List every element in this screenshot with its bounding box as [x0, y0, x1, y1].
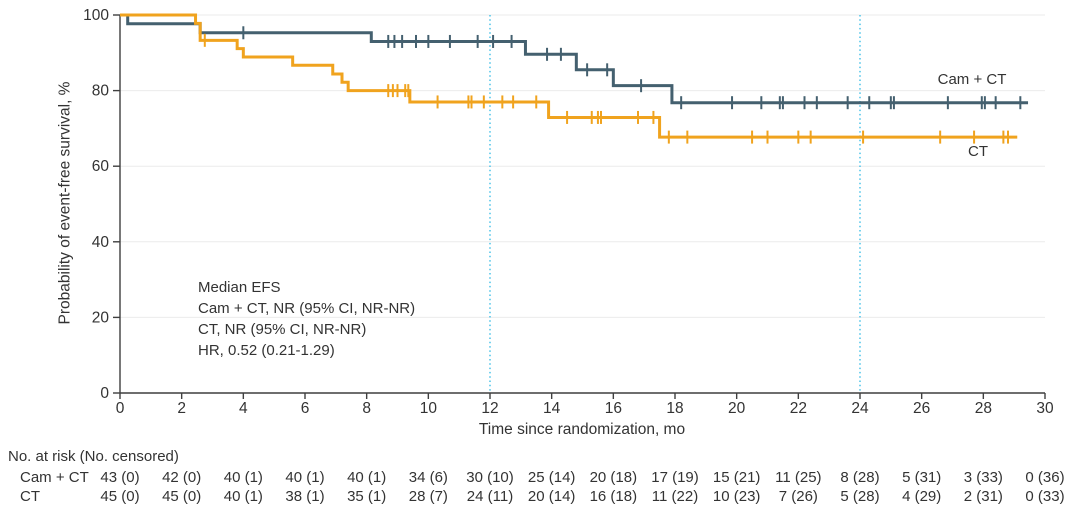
- x-tick-label-16: 16: [605, 400, 622, 417]
- curve-label-cam-ct: Cam + CT: [937, 71, 1007, 88]
- x-tick-label-20: 20: [728, 400, 746, 417]
- risk-cell: 4 (29): [902, 488, 942, 505]
- risk-cell: 40 (1): [223, 488, 263, 505]
- annotation-line-ct: CT, NR (95% CI, NR-NR): [198, 321, 367, 338]
- annotation-line-median-efs: Median EFS: [198, 279, 281, 296]
- risk-cell: 0 (33): [1025, 488, 1065, 505]
- risk-table-header: No. at risk (No. censored): [8, 448, 179, 465]
- x-tick-label-26: 26: [913, 400, 930, 417]
- risk-cell: 16 (18): [589, 488, 638, 505]
- risk-cell: 15 (21): [712, 469, 761, 486]
- x-tick-label-2: 2: [177, 400, 186, 417]
- y-tick-label-80: 80: [92, 83, 110, 100]
- curve-label-ct: CT: [968, 143, 988, 160]
- risk-cell: 25 (14): [527, 469, 576, 486]
- risk-cell: 35 (1): [347, 488, 387, 505]
- x-tick-label-6: 6: [301, 400, 310, 417]
- risk-cell: 40 (1): [285, 469, 325, 486]
- risk-cell: 24 (11): [466, 488, 514, 505]
- x-tick-label-24: 24: [851, 400, 869, 417]
- risk-cell: 11 (25): [775, 469, 822, 486]
- x-tick-label-18: 18: [666, 400, 683, 417]
- km-curve-cam-ct: [120, 13, 1029, 105]
- x-tick-label-0: 0: [116, 400, 125, 417]
- x-tick-label-8: 8: [362, 400, 371, 417]
- risk-row-label-ct: CT: [20, 488, 40, 505]
- x-tick-label-4: 4: [239, 400, 248, 417]
- risk-cell: 28 (7): [408, 488, 448, 505]
- x-tick-label-14: 14: [543, 400, 561, 417]
- risk-cell: 40 (1): [223, 469, 263, 486]
- risk-cell: 45 (0): [162, 488, 202, 505]
- annotation-line-camct: Cam + CT, NR (95% CI, NR-NR): [198, 300, 416, 317]
- risk-cell: 20 (14): [527, 488, 576, 505]
- risk-cell: 8 (28): [840, 469, 880, 486]
- risk-cell: 0 (36): [1025, 469, 1065, 486]
- y-tick-label-0: 0: [100, 385, 109, 402]
- risk-cell: 11 (22): [651, 488, 699, 505]
- y-axis-title: Probability of event-free survival, %: [56, 81, 74, 325]
- risk-cell: 2 (31): [963, 488, 1003, 505]
- risk-cell: 7 (26): [778, 488, 818, 505]
- risk-cell: 34 (6): [408, 469, 448, 486]
- risk-row-label-cam-ct: Cam + CT: [20, 469, 89, 486]
- risk-cell: 45 (0): [100, 488, 140, 505]
- y-tick-label-20: 20: [92, 309, 110, 326]
- x-tick-label-10: 10: [420, 400, 438, 417]
- risk-cell: 20 (18): [589, 469, 638, 486]
- risk-cell: 40 (1): [347, 469, 387, 486]
- y-tick-label-40: 40: [92, 234, 110, 251]
- x-tick-label-12: 12: [481, 400, 498, 417]
- risk-cell: 42 (0): [162, 469, 202, 486]
- risk-cell: 5 (28): [840, 488, 880, 505]
- y-tick-label-60: 60: [92, 158, 110, 175]
- risk-cell: 3 (33): [963, 469, 1003, 486]
- x-axis-title: Time since randomization, mo: [478, 421, 686, 438]
- x-tick-label-22: 22: [790, 400, 807, 417]
- risk-cell: 30 (10): [466, 469, 514, 486]
- risk-cell: 10 (23): [712, 488, 761, 505]
- median-efs-annotation: Median EFS Cam + CT, NR (95% CI, NR-NR) …: [198, 277, 415, 361]
- annotation-line-hr: HR, 0.52 (0.21-1.29): [198, 342, 335, 359]
- risk-cell: 38 (1): [285, 488, 325, 505]
- x-tick-label-28: 28: [975, 400, 992, 417]
- y-tick-label-100: 100: [83, 7, 109, 24]
- km-curve-ct: [120, 13, 1018, 139]
- x-tick-label-30: 30: [1036, 400, 1054, 417]
- risk-cell: 43 (0): [100, 469, 140, 486]
- risk-cell: 17 (19): [651, 469, 699, 486]
- risk-cell: 5 (31): [902, 469, 942, 486]
